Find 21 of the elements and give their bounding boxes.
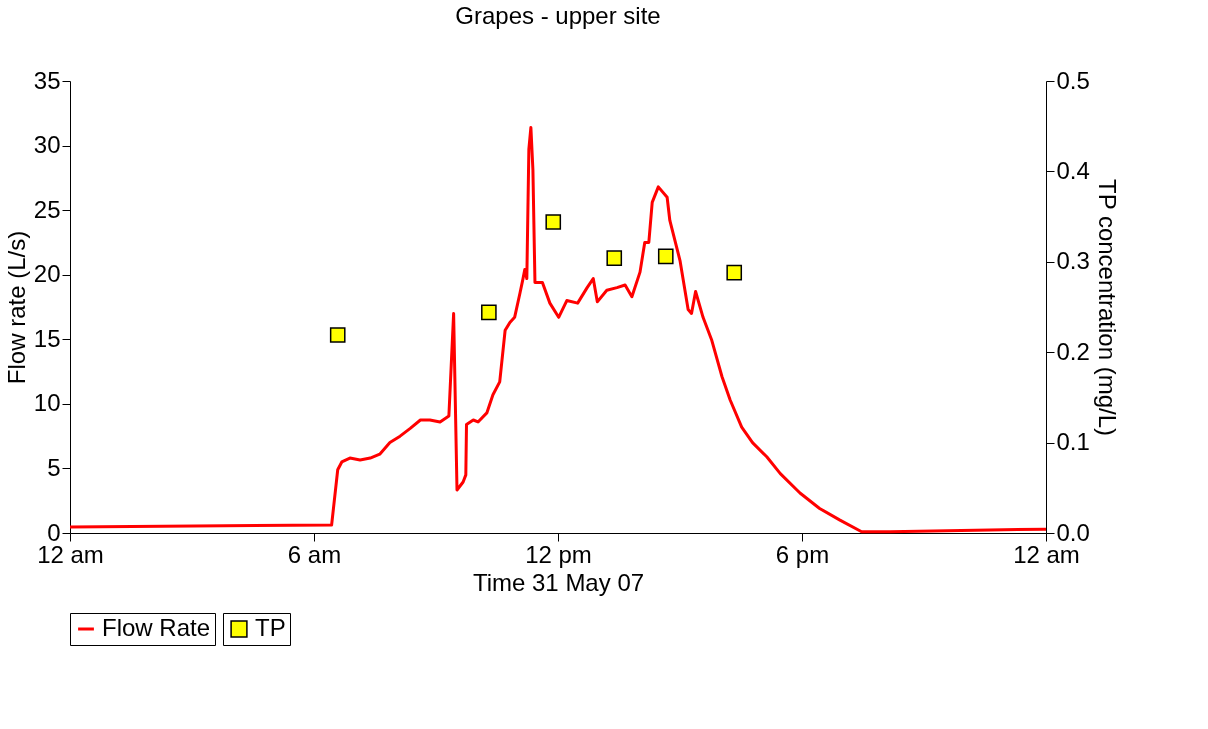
y-tick-label: 35 (33, 66, 61, 94)
y2-tick-label: 0.4 (1056, 156, 1090, 184)
y-tick-label: 30 (33, 131, 61, 159)
y-tick-label: 10 (33, 389, 61, 417)
legend-label: TP (255, 614, 286, 641)
y2-tick-label: 0.2 (1056, 337, 1090, 365)
y2-axis-title: TP concentration (mg/L) (1093, 178, 1121, 437)
x-axis-title: Time 31 May 07 (472, 568, 645, 596)
y2-tick-label: 0.3 (1056, 247, 1090, 275)
y-axis-title: Flow rate (L/s) (2, 230, 30, 385)
y-tick-label: 5 (47, 453, 61, 481)
y-tick-label: 20 (33, 260, 61, 288)
y-tick-label: 15 (33, 324, 61, 352)
y-tick-label: 25 (33, 195, 61, 223)
chart-title: Grapes - upper site (455, 2, 661, 29)
x-tick-label: 6 pm (775, 540, 830, 568)
x-tick-label: 12 pm (525, 540, 592, 568)
y2-tick-label: 0.5 (1056, 66, 1090, 94)
x-tick-label: 6 am (287, 540, 342, 568)
y2-tick-label: 0.1 (1056, 428, 1090, 456)
legend-label: Flow Rate (102, 614, 211, 641)
